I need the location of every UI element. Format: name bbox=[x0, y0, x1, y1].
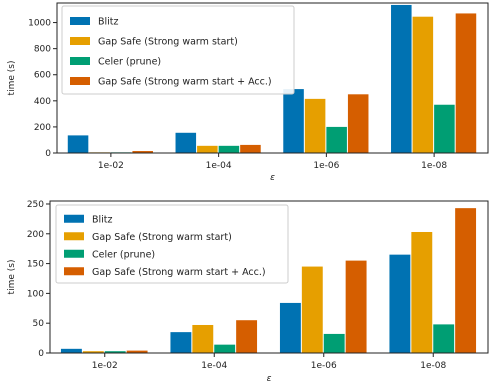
x-tick-label: 1e-08 bbox=[420, 361, 446, 371]
x-axis-label: ε bbox=[270, 173, 275, 183]
chart-top: 0 200 400 600 800 1000 1e-02 1e-04 1e-06 1e-08 ε ti… bbox=[7, 2, 489, 183]
legend-swatch-1 bbox=[70, 37, 90, 45]
axes-frame bbox=[56, 2, 489, 154]
bar-gap-safe-strong-warm-start-acc--1e-04 bbox=[236, 320, 258, 353]
bar-celer-prune--1e-08 bbox=[434, 104, 455, 153]
x-tick-label: 1e-04 bbox=[206, 161, 232, 171]
legend-label-0: Blitz bbox=[98, 17, 119, 28]
bar-gap-safe-strong-warm-start--1e-06 bbox=[301, 266, 323, 353]
bar-blitz-1e-04 bbox=[170, 332, 192, 353]
y-tick-label: 600 bbox=[34, 71, 51, 81]
bar-gap-safe-strong-warm-start--1e-04 bbox=[192, 324, 214, 353]
legend-label-2: Celer (prune) bbox=[98, 57, 161, 68]
bar-gap-safe-strong-warm-start--1e-08 bbox=[411, 231, 433, 353]
y-axis-label: time (s) bbox=[7, 260, 17, 295]
y-tick-label: 400 bbox=[34, 97, 51, 107]
bar-gap-safe-strong-warm-start--1e-02 bbox=[82, 351, 104, 353]
y-tick-label: 100 bbox=[27, 289, 44, 299]
y-tick-label: 50 bbox=[33, 319, 45, 329]
bar-gap-safe-strong-warm-start-acc--1e-02 bbox=[132, 151, 153, 153]
bar-celer-prune--1e-04 bbox=[214, 344, 236, 353]
legend-label-1: Gap Safe (Strong warm start) bbox=[98, 37, 238, 48]
legend-swatch-2 bbox=[70, 57, 90, 65]
bar-gap-safe-strong-warm-start-acc--1e-06 bbox=[345, 260, 367, 353]
bar-celer-prune--1e-06 bbox=[323, 333, 345, 353]
x-tick-label: 1e-08 bbox=[421, 161, 447, 171]
y-tick-label: 1000 bbox=[28, 19, 51, 29]
legend-swatch-0 bbox=[64, 214, 84, 223]
y-tick-label: 250 bbox=[27, 200, 44, 210]
bar-gap-safe-strong-warm-start-acc--1e-06 bbox=[347, 94, 369, 153]
x-tick-label: 1e-06 bbox=[313, 161, 339, 171]
x-tick-label: 1e-02 bbox=[92, 361, 118, 371]
bar-blitz-1e-04 bbox=[175, 132, 197, 153]
legend: Blitz Gap Safe (Strong warm start) Celer (… bbox=[55, 204, 289, 284]
bar-blitz-1e-02 bbox=[60, 348, 82, 353]
y-tick-label: 200 bbox=[27, 230, 44, 240]
bar-celer-prune--1e-06 bbox=[326, 126, 347, 153]
legend-label-2: Celer (prune) bbox=[92, 249, 155, 260]
bar-gap-safe-strong-warm-start--1e-06 bbox=[304, 98, 326, 153]
legend-swatch-3 bbox=[64, 267, 84, 276]
bar-celer-prune--1e-08 bbox=[433, 324, 455, 353]
x-tick-label: 1e-04 bbox=[201, 361, 227, 371]
legend-label-0: Blitz bbox=[92, 214, 113, 225]
x-tick-label: 1e-02 bbox=[98, 161, 124, 171]
legend-swatch-2 bbox=[64, 249, 84, 258]
legend-frame bbox=[61, 5, 295, 95]
bar-blitz-1e-08 bbox=[389, 254, 411, 353]
y-tick-label: 800 bbox=[34, 45, 51, 55]
legend-swatch-0 bbox=[70, 17, 90, 25]
bar-blitz-1e-06 bbox=[279, 302, 301, 353]
y-tick-label: 150 bbox=[27, 260, 44, 270]
y-tick-label: 200 bbox=[34, 123, 51, 133]
y-tick-label: 0 bbox=[45, 149, 51, 159]
y-tick-label: 0 bbox=[38, 349, 44, 359]
legend: Blitz Gap Safe (Strong warm start) Celer (… bbox=[61, 5, 295, 95]
bar-gap-safe-strong-warm-start--1e-04 bbox=[197, 145, 218, 153]
bar-celer-prune--1e-04 bbox=[218, 145, 240, 153]
bar-blitz-1e-02 bbox=[67, 135, 89, 153]
legend-frame bbox=[55, 204, 289, 284]
bar-gap-safe-strong-warm-start--1e-08 bbox=[412, 16, 434, 154]
x-tick-label: 1e-06 bbox=[311, 361, 337, 371]
bar-blitz-1e-08 bbox=[391, 4, 412, 153]
legend-label-1: Gap Safe (Strong warm start) bbox=[92, 232, 232, 243]
legend-swatch-1 bbox=[64, 232, 84, 241]
bar-gap-safe-strong-warm-start-acc--1e-02 bbox=[126, 350, 148, 353]
legend-label-3: Gap Safe (Strong warm start + Acc.) bbox=[92, 267, 266, 278]
y-axis-label: time (s) bbox=[7, 61, 17, 96]
legend-swatch-3 bbox=[70, 77, 90, 85]
x-axis-label: ε bbox=[267, 374, 272, 384]
bar-gap-safe-strong-warm-start-acc--1e-08 bbox=[455, 208, 477, 353]
chart-bottom: 0 50 100 150 200 250 1e-02 1e-04 1e-06 1e-08 ε time… bbox=[7, 200, 489, 384]
bar-blitz-1e-06 bbox=[283, 89, 304, 153]
bar-gap-safe-strong-warm-start-acc--1e-08 bbox=[455, 13, 477, 153]
legend-label-3: Gap Safe (Strong warm start + Acc.) bbox=[98, 77, 272, 88]
bar-celer-prune--1e-02 bbox=[104, 351, 126, 353]
axes-frame bbox=[49, 200, 489, 354]
bar-gap-safe-strong-warm-start-acc--1e-04 bbox=[240, 144, 261, 153]
